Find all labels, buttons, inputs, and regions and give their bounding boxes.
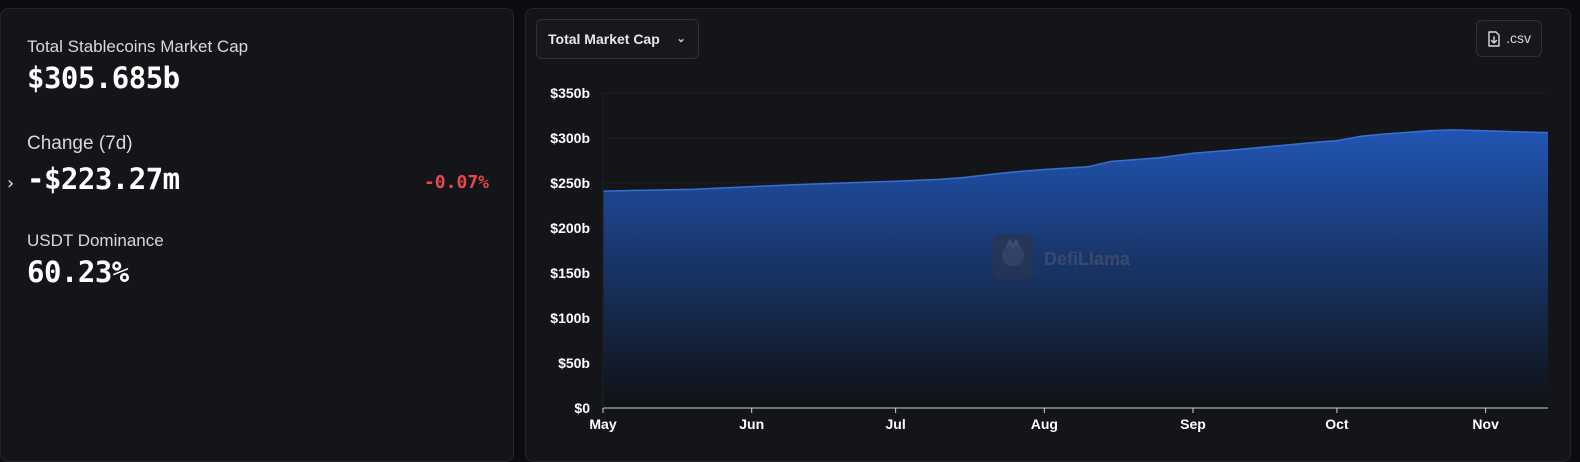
x-tick-label: Oct [1325, 416, 1349, 432]
x-tick-label: Nov [1472, 416, 1499, 432]
dominance-label: USDT Dominance [27, 231, 164, 251]
y-tick-label: $350b [550, 85, 590, 101]
y-tick-label: $150b [550, 265, 590, 281]
y-tick-label: $200b [550, 220, 590, 236]
chevron-right-icon[interactable]: › [7, 173, 14, 194]
llama-logo-icon [993, 234, 1033, 280]
change-label: Change (7d) [27, 133, 133, 155]
y-tick-label: $50b [558, 355, 590, 371]
x-tick-label: Jul [885, 416, 905, 432]
y-tick-label: $250b [550, 175, 590, 191]
market-cap-chart: DefiLlama $0 $50b $100b $150b $200b $250b $300… [526, 9, 1572, 455]
market-cap-label: Total Stablecoins Market Cap [27, 37, 248, 57]
dominance-value: 60.23% [27, 255, 129, 289]
y-tick-label: $100b [550, 310, 590, 326]
x-tick-label: May [589, 416, 616, 432]
x-tick-label: Aug [1031, 416, 1058, 432]
chart-panel: Total Market Cap ⌄ .csv DefiLlama $0$50 [525, 8, 1571, 462]
watermark-text: DefiLlama [1044, 249, 1131, 269]
market-cap-value: $305.685b [27, 61, 180, 95]
y-tick-label: $0 [574, 400, 590, 416]
y-tick-label: $300b [550, 130, 590, 146]
change-percent: -0.07% [424, 172, 489, 193]
x-tick-label: Sep [1180, 416, 1206, 432]
stats-panel: Total Stablecoins Market Cap $305.685b C… [0, 8, 514, 462]
change-value: -$223.27m [27, 162, 180, 196]
x-tick-label: Jun [739, 416, 764, 432]
